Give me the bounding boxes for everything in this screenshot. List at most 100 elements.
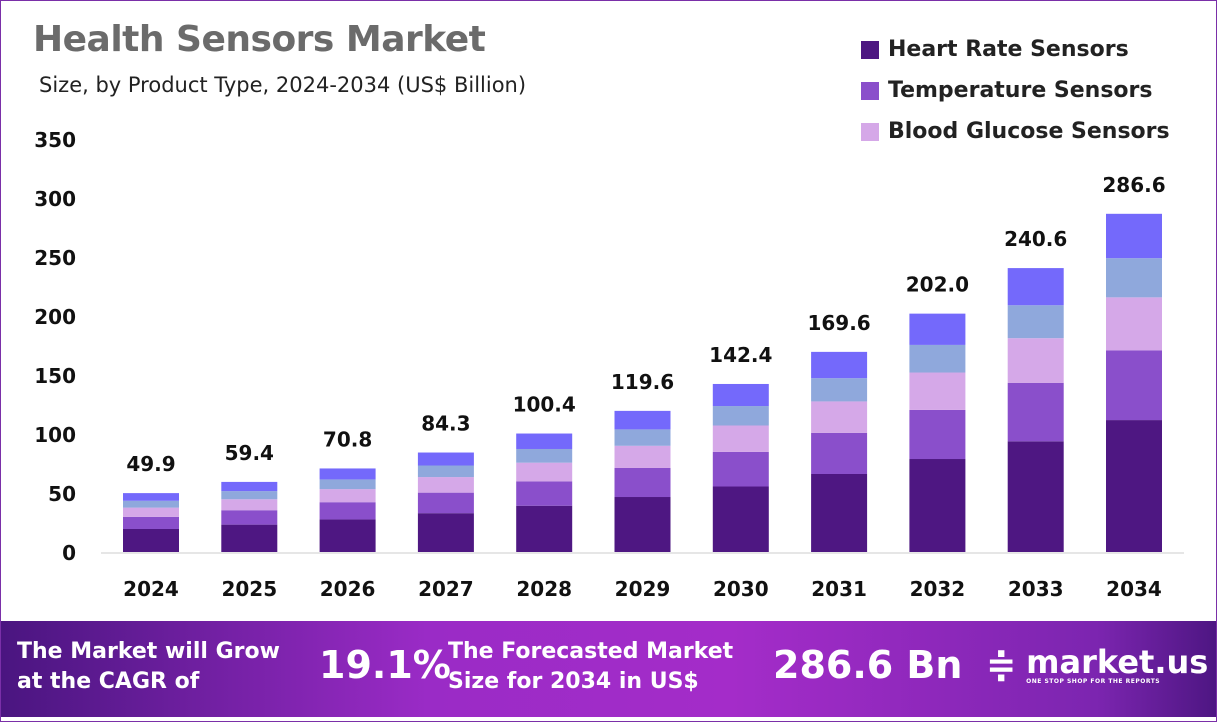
- bar-segment: [614, 410, 671, 430]
- x-tick-label: 2031: [811, 577, 867, 601]
- x-tick-label: 2024: [123, 577, 179, 601]
- logo-name: market.us: [1026, 643, 1209, 681]
- legend-label: Heart Rate Sensors: [888, 37, 1129, 62]
- bar-segment: [123, 516, 179, 529]
- bar-segment: [417, 477, 474, 493]
- total-label: 240.6: [1004, 227, 1067, 251]
- bar-segment: [1106, 350, 1162, 421]
- x-tick-label: 2027: [418, 577, 474, 601]
- bar-segment: [123, 507, 179, 517]
- bar-segment: [516, 481, 573, 506]
- legend-label: Blood Glucose Sensors: [888, 119, 1170, 144]
- forecast-label-line2: Size for 2034 in US$: [448, 669, 699, 694]
- legend-item-blood-glucose: Blood Glucose Sensors: [861, 111, 1170, 152]
- forecast-value: 286.6 Bn: [773, 643, 963, 687]
- bar-segment: [516, 462, 573, 482]
- bar-segment: [712, 406, 769, 426]
- bar-segment: [909, 372, 966, 410]
- bar-segment: [123, 528, 179, 552]
- bar-segment: [319, 468, 376, 480]
- bar-segment: [1007, 268, 1064, 306]
- total-label: 202.0: [906, 273, 969, 297]
- total-label: 286.6: [1102, 173, 1165, 197]
- bar-segment: [516, 448, 573, 463]
- x-tick-label: 2025: [221, 577, 277, 601]
- bar-segment: [909, 409, 966, 460]
- bar-segment: [811, 351, 868, 379]
- legend-label: Temperature Sensors: [888, 78, 1153, 103]
- bar-segment: [417, 492, 474, 514]
- summary-banner: The Market will Grow at the CAGR of 19.1%…: [1, 621, 1216, 717]
- bar-segment: [123, 500, 179, 508]
- bar-segment: [909, 313, 966, 345]
- y-tick-label: 100: [34, 423, 76, 447]
- legend-swatch: [861, 122, 879, 141]
- bar-segment: [712, 383, 769, 407]
- total-label: 59.4: [225, 441, 274, 465]
- total-label: 119.6: [611, 370, 674, 394]
- bar-segment: [1007, 441, 1064, 552]
- legend-item-heart-rate: Heart Rate Sensors: [861, 29, 1170, 70]
- bar-segment: [811, 401, 868, 433]
- bar-segment: [1106, 297, 1162, 351]
- chart-title: Health Sensors Market: [33, 19, 486, 60]
- bar-segment: [319, 519, 376, 552]
- bar-segment: [614, 467, 671, 498]
- cagr-value: 19.1%: [319, 643, 451, 687]
- total-label: 142.4: [709, 343, 772, 367]
- bar-segment: [221, 499, 278, 511]
- total-label: 169.6: [807, 311, 870, 335]
- plot-area: 0 50 100 150 200 250 300 350 49.9 2024 59.4 2025 70.…: [34, 128, 1184, 601]
- bar-segment: [811, 432, 868, 475]
- x-tick-label: 2029: [615, 577, 671, 601]
- forecast-label: The Forecasted Market Size for 2034 in US…: [448, 637, 733, 697]
- x-tick-label: 2028: [516, 577, 572, 601]
- y-tick-label: 200: [34, 305, 76, 329]
- y-tick-label: 300: [34, 187, 76, 211]
- legend-swatch: [861, 81, 879, 100]
- bar-segment: [221, 524, 278, 552]
- bar-segment: [417, 452, 474, 466]
- bar-segment: [811, 378, 868, 402]
- chart-subtitle: Size, by Product Type, 2024-2034 (US$ Bi…: [39, 73, 527, 97]
- market-us-logo: ≑ market.us ONE STOP SHOP FOR THE REPORTS: [986, 645, 1208, 686]
- y-tick-label: 250: [34, 246, 76, 270]
- y-tick-label: 150: [34, 364, 76, 388]
- bar-segment: [1106, 258, 1162, 298]
- x-tick-label: 2026: [320, 577, 376, 601]
- bar-segment: [909, 344, 966, 373]
- total-label: 84.3: [421, 412, 470, 436]
- bar-segment: [319, 479, 376, 490]
- legend: Heart Rate Sensors Temperature Sensors B…: [861, 29, 1170, 152]
- y-tick-label: 350: [34, 128, 76, 152]
- bar-segment: [909, 459, 966, 552]
- cagr-label: The Market will Grow at the CAGR of: [17, 637, 280, 697]
- bar-segment: [417, 513, 474, 552]
- cagr-label-line2: at the CAGR of: [17, 669, 200, 694]
- total-label: 49.9: [126, 452, 175, 476]
- bar-segment: [811, 474, 868, 552]
- x-tick-label: 2032: [910, 577, 966, 601]
- bar-segment: [1007, 382, 1064, 442]
- bar-segment: [712, 425, 769, 452]
- bar-segment: [1106, 213, 1162, 259]
- bar-segment: [221, 481, 278, 492]
- bar-segment: [1106, 420, 1162, 552]
- bar-segment: [319, 502, 376, 520]
- cagr-label-line1: The Market will Grow: [17, 639, 280, 664]
- bar-segment: [1007, 338, 1064, 383]
- bar-segment: [417, 465, 474, 478]
- y-tick-label: 50: [48, 482, 76, 506]
- x-tick-label: 2033: [1008, 577, 1064, 601]
- logo-tagline: ONE STOP SHOP FOR THE REPORTS: [1026, 678, 1161, 685]
- logo-icon: ≑: [986, 645, 1017, 686]
- legend-swatch: [861, 40, 879, 59]
- bar-segment: [1007, 305, 1064, 339]
- total-label: 70.8: [323, 427, 372, 451]
- bar-segment: [614, 429, 671, 446]
- bar-segment: [712, 486, 769, 552]
- bar-segment: [319, 489, 376, 503]
- bar-segment: [516, 505, 573, 552]
- bar-segment: [221, 491, 278, 500]
- bar-segment: [123, 493, 179, 501]
